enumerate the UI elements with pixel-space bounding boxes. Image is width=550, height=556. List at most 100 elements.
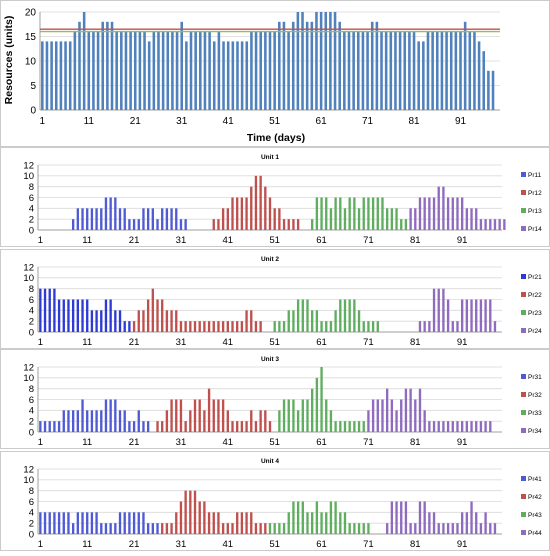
total-bar <box>431 31 434 111</box>
total-bar <box>157 31 160 111</box>
unit-bar-pr42 <box>193 490 197 534</box>
total-bar <box>185 41 188 110</box>
unit-bar-pr22 <box>161 299 164 332</box>
legend-swatch <box>521 476 526 481</box>
unit-bar-pr31 <box>67 410 70 432</box>
total-bar <box>338 21 341 110</box>
unit-bar-pr32 <box>240 421 244 432</box>
total-bar <box>115 31 118 111</box>
unit-bar-pr21 <box>128 321 131 332</box>
unit-bar-pr13 <box>357 208 361 230</box>
unit-y-tick-label: 10 <box>23 273 34 284</box>
total-bar <box>217 31 221 111</box>
unit-bar-pr44 <box>493 523 497 534</box>
total-bar <box>259 31 262 111</box>
unit-x-tick-label: 1 <box>38 337 43 348</box>
unit-bar-pr13 <box>376 197 379 230</box>
unit-bar-pr31 <box>137 410 140 432</box>
unit-bar-pr22 <box>193 321 197 332</box>
unit-bar-pr34 <box>437 421 440 432</box>
unit-bar-pr11 <box>142 208 145 230</box>
unit-bar-pr32 <box>207 388 211 432</box>
unit-bar-pr11 <box>109 197 112 230</box>
unit-x-tick-label: 81 <box>410 437 421 448</box>
unit-bar-pr43 <box>339 512 342 534</box>
unit-y-tick-label: 2 <box>29 518 34 529</box>
unit-bar-pr24 <box>484 299 487 332</box>
unit-bar-pr43 <box>287 512 290 534</box>
unit-x-tick-label: 81 <box>410 337 421 348</box>
unit-bar-pr31 <box>123 410 126 432</box>
total-bar <box>175 31 179 111</box>
unit-bar-pr41 <box>142 512 145 534</box>
total-bar <box>463 21 467 110</box>
unit-bar-pr31 <box>39 421 42 432</box>
unit-bar-pr11 <box>90 208 94 230</box>
unit-bar-pr34 <box>423 410 426 432</box>
total-bar <box>199 31 202 111</box>
unit-bar-pr42 <box>226 523 229 534</box>
unit-bar-pr11 <box>71 219 75 230</box>
legend-label: Pr34 <box>528 428 542 435</box>
unit-bar-pr32 <box>254 421 258 432</box>
unit-bar-pr31 <box>62 410 65 432</box>
legend-swatch <box>521 292 526 297</box>
unit-bar-pr23 <box>357 310 361 332</box>
unit-bar-pr42 <box>236 512 239 534</box>
unit-bar-pr21 <box>100 310 103 332</box>
total-bar <box>231 41 235 110</box>
unit-bar-pr23 <box>282 321 286 332</box>
unit-bar-pr22 <box>240 321 244 332</box>
unit-bar-pr13 <box>311 219 314 230</box>
unit-bar-pr21 <box>39 288 42 332</box>
unit-bar-pr23 <box>301 299 304 332</box>
unit-bar-pr11 <box>156 219 159 230</box>
unit-bar-pr31 <box>146 421 150 432</box>
total-bar <box>264 31 267 111</box>
unit-bar-pr13 <box>348 197 351 230</box>
unit-x-tick-label: 81 <box>410 235 421 246</box>
unit-x-tick-label: 41 <box>223 337 234 348</box>
unit-bar-pr32 <box>203 410 206 432</box>
unit-x-tick-label: 31 <box>176 337 187 348</box>
unit-bar-pr41 <box>43 512 47 534</box>
unit-bar-pr13 <box>315 197 319 230</box>
unit-bar-pr42 <box>254 523 258 534</box>
unit-bar-pr23 <box>287 310 290 332</box>
unit-y-tick-label: 0 <box>29 529 34 540</box>
legend-swatch <box>521 410 526 415</box>
unit-bar-pr11 <box>114 197 117 230</box>
unit-bar-pr12 <box>287 219 290 230</box>
unit-bar-pr34 <box>390 399 394 432</box>
unit-bar-pr34 <box>432 421 436 432</box>
unit-bar-pr14 <box>432 197 436 230</box>
unit-bar-pr43 <box>292 501 295 534</box>
unit-bar-pr23 <box>353 299 356 332</box>
unit-bar-pr33 <box>348 421 351 432</box>
unit-bar-pr11 <box>128 219 131 230</box>
total-x-tick-label: 81 <box>408 116 420 127</box>
unit-bar-pr14 <box>418 197 422 230</box>
unit-bar-pr43 <box>334 501 337 534</box>
unit-bar-pr12 <box>254 175 258 230</box>
unit-bar-pr31 <box>81 399 84 432</box>
unit-bar-pr14 <box>470 208 473 230</box>
unit-bar-pr33 <box>306 399 309 432</box>
unit-bar-pr14 <box>479 219 483 230</box>
unit-bar-pr23 <box>329 321 333 332</box>
unit-x-tick-label: 1 <box>38 235 43 246</box>
unit-bar-pr33 <box>278 410 281 432</box>
unit-bar-pr11 <box>170 208 173 230</box>
unit-bar-pr33 <box>343 421 347 432</box>
total-reference-lines <box>40 28 500 33</box>
unit-bar-pr11 <box>132 219 136 230</box>
unit-bar-pr43 <box>282 523 286 534</box>
unit-bar-pr41 <box>123 512 126 534</box>
unit-bar-pr44 <box>479 523 483 534</box>
unit-bar-pr21 <box>76 299 80 332</box>
unit-bar-pr22 <box>245 310 248 332</box>
unit-bar-pr41 <box>109 523 112 534</box>
unit-bar-pr42 <box>184 490 187 534</box>
unit-bar-pr43 <box>348 523 351 534</box>
total-bar <box>324 12 328 110</box>
